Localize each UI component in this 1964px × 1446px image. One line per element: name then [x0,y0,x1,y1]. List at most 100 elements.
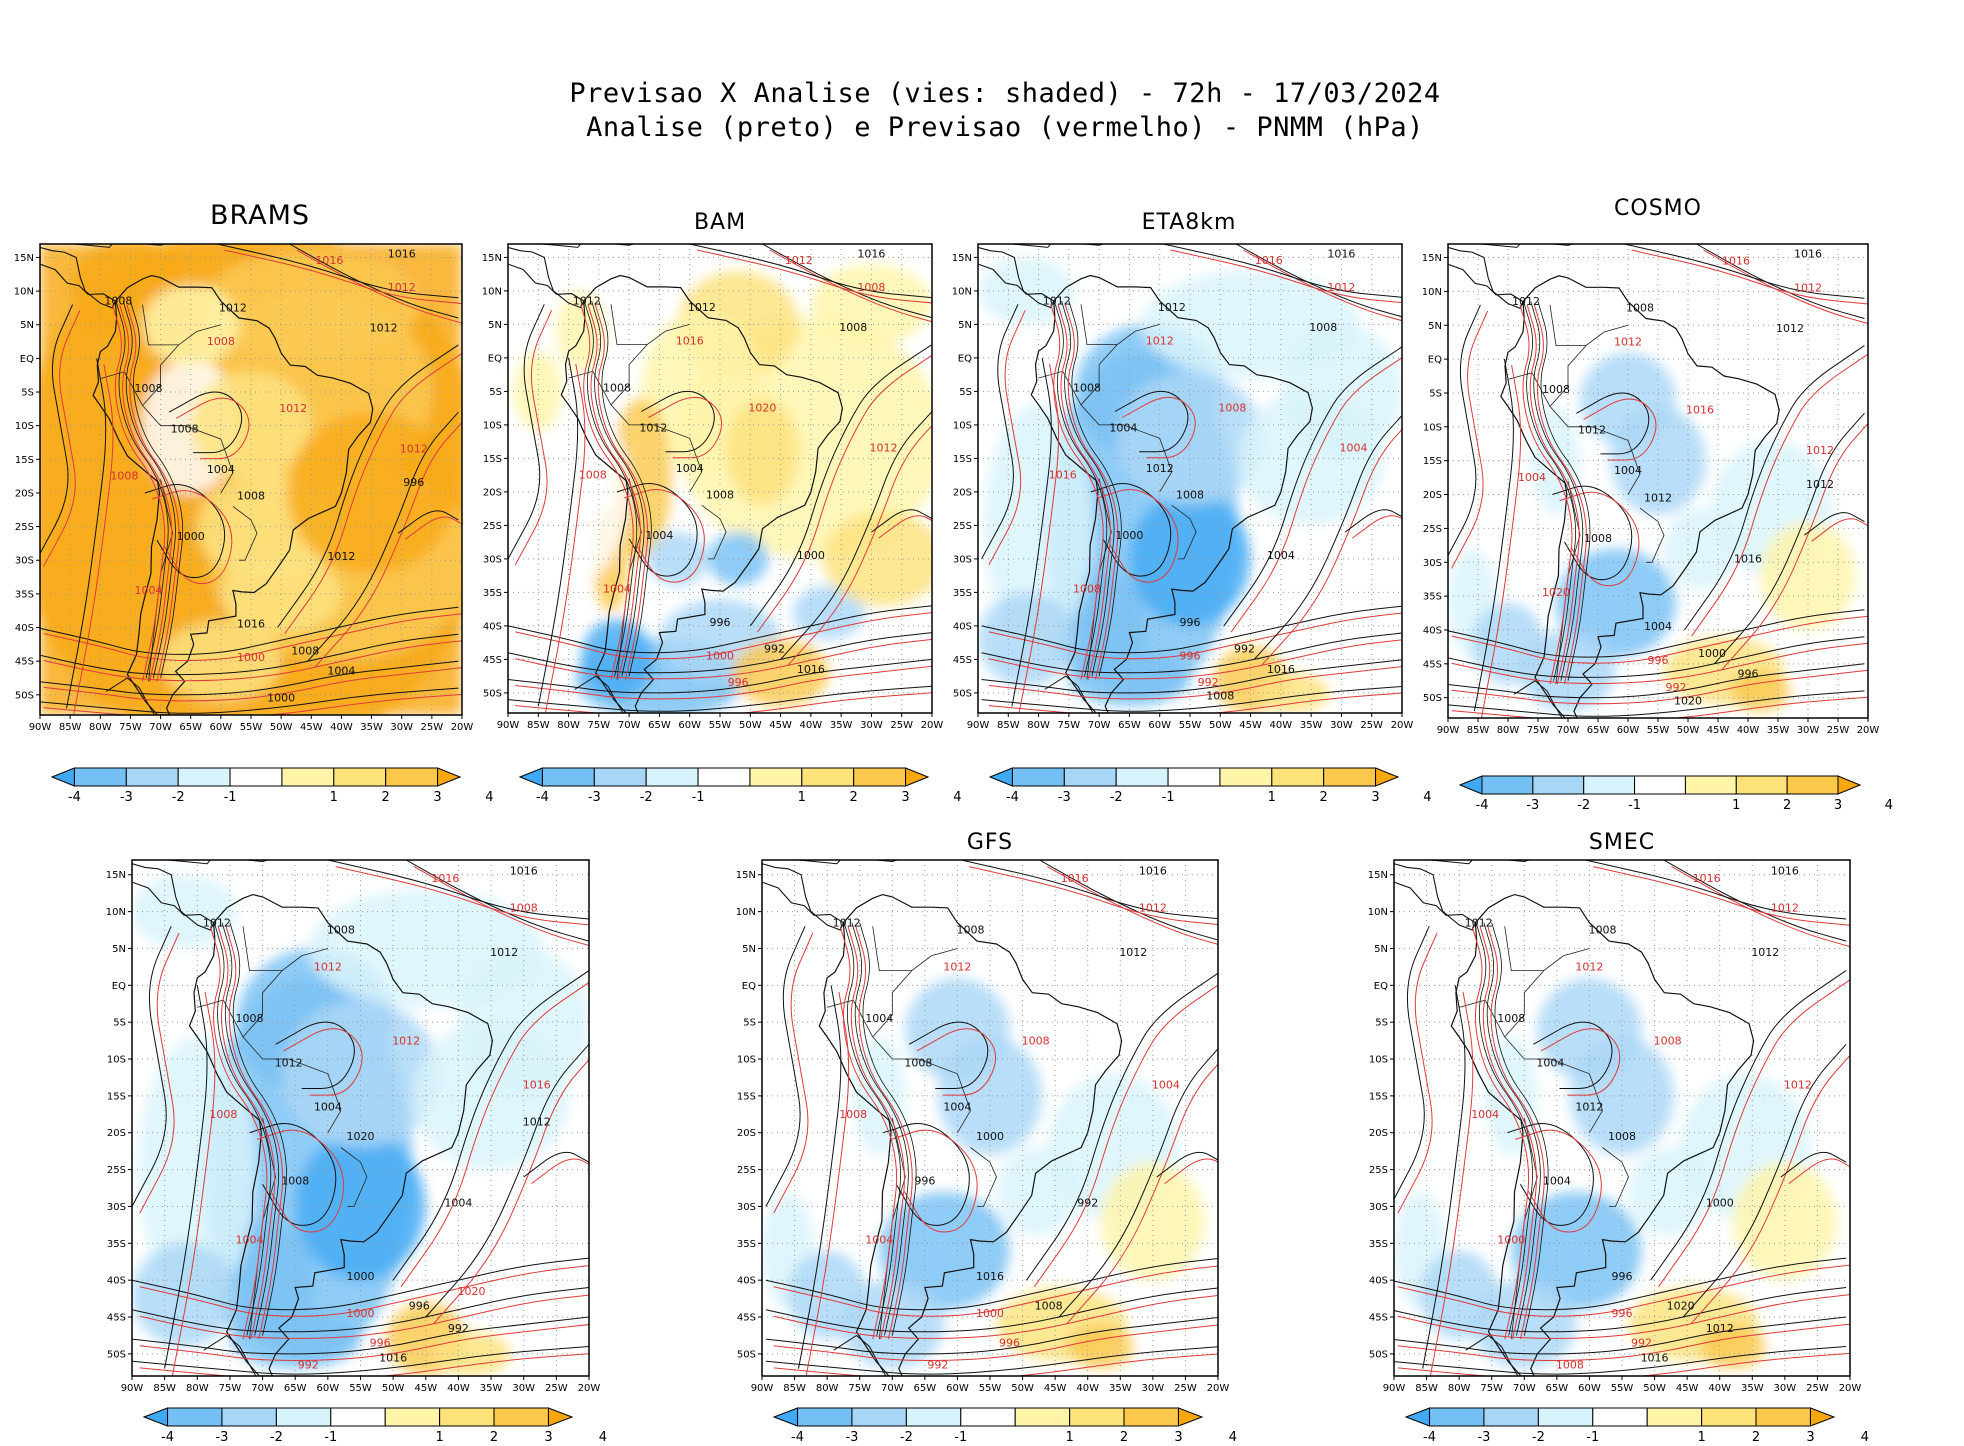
isobar-label-forecast: 996 [1648,654,1669,667]
colorbar-box [73,767,127,787]
isobar-label-forecast: 1008 [839,1108,867,1121]
isobar-label-forecast: 1008 [209,1108,237,1121]
lon-tick-label: 90W [121,1383,144,1394]
isobar-analysis [289,244,459,319]
isobar-forecast [545,363,586,713]
lat-tick-label: EQ [742,981,756,992]
lat-tick-label: 35S [107,1239,126,1250]
isobar-forecast [1471,926,1530,1340]
country-border [1080,344,1118,406]
isobar-forecast [1397,1352,1850,1376]
isobar-label-analysis: 996 [710,616,731,629]
isobar-label-forecast: 1012 [400,443,428,456]
isobar-label-forecast: 1008 [1654,1034,1682,1047]
colorbar-label: 1 [1732,798,1740,813]
isobar-label-analysis: 1012 [1706,1322,1734,1335]
lon-tick-label: 70W [1088,720,1111,731]
isobar-forecast [1397,1294,1850,1339]
lat-tick-label: 15S [107,1091,126,1102]
colorbar-label: -1 [1586,1430,1599,1445]
isobar-label-analysis: 1016 [388,247,416,260]
lat-tick-label: 50S [1369,1349,1388,1360]
isobar-analysis [132,926,172,1207]
isobar-forecast [1533,304,1587,685]
isobar-forecast [696,249,932,304]
isobar-analysis [1624,244,1865,299]
colorbar-box [1063,767,1117,787]
isobar-forecast [217,926,276,1340]
isobar-label-forecast: 1020 [748,402,776,415]
colorbar-box [330,1407,386,1427]
country-border [242,926,329,971]
isobar-analysis [1523,301,1576,681]
lat-tick-label: 10S [15,421,34,432]
colorbar-box [167,1407,223,1427]
lon-tick-label: 65W [1546,1383,1569,1394]
lat-tick-label: 15S [737,1091,756,1102]
colorbar-box [749,767,803,787]
lon-tick-label: 45W [1707,725,1730,736]
isobar-forecast [1261,428,1402,666]
lat-tick-label: 30S [1423,558,1442,569]
isobar-analysis [749,344,932,627]
colorbar-label: 3 [1371,790,1379,805]
coastline-central-america [508,246,585,309]
isobar-forecast [594,304,649,680]
lat-tick-label: 20S [953,487,972,498]
isobar-label-analysis: 1016 [857,247,885,260]
isobar-analysis [1163,244,1402,298]
isobar-forecast [1690,1054,1850,1325]
colorbar-label: 1 [1697,1430,1705,1445]
lat-tick-label: 35S [953,588,972,599]
coastline-south-america [1500,275,1780,718]
isobar-analysis [130,301,184,679]
isobar-forecast [335,866,589,926]
colorbar-label: -4 [68,790,81,805]
lat-tick-label: 5N [958,320,972,331]
isobar-analysis [1090,483,1172,577]
isobar-forecast [43,640,462,682]
lon-tick-label: 30W [1797,725,1820,736]
isobar-label-analysis: 1012 [203,916,231,929]
country-border [872,1036,971,1133]
colorbar-box [1755,1407,1811,1427]
isobar-analysis [40,633,459,676]
isobar-label-analysis: 1016 [1734,552,1762,565]
lon-tick-label: 30W [1774,1383,1797,1394]
isobar-label-analysis: 992 [1077,1196,1098,1209]
lat-tick-label: 10S [737,1055,756,1066]
isobar-label-analysis: 1012 [1806,478,1834,491]
isobar-forecast [988,310,1026,566]
country-border [610,344,648,406]
isobar-label-analysis: 1008 [706,489,734,502]
isobar-analysis [1475,922,1533,1336]
island-outline [584,235,592,239]
lon-tick-label: 90W [1437,725,1460,736]
colorbar-arrow-left [50,767,75,787]
country-border [340,1147,368,1207]
colorbar-label: 3 [433,790,441,805]
lat-tick-label: 20S [737,1128,756,1139]
lon-tick-label: 40W [1270,720,1293,731]
lat-tick-label: 30S [107,1202,126,1213]
country-border [872,970,913,1038]
isobar-forecast [139,1324,589,1362]
isobar-label-analysis: 996 [1738,667,1759,680]
colorbar-box [1646,1407,1703,1427]
isobar-analysis [221,922,280,1336]
lon-tick-label: 80W [557,720,580,731]
isobar-analysis [229,922,287,1336]
lon-tick-label: 60W [317,1383,340,1394]
isobar-label-forecast: 996 [1612,1307,1633,1320]
patagonia-coast-detail [1044,675,1100,713]
isobar-forecast [175,397,250,460]
isobar-label-forecast: 1004 [1340,442,1368,455]
isobar-label-forecast: 1004 [1152,1079,1180,1092]
isobar-label-analysis: 1008 [904,1056,932,1069]
lon-tick-label: 20W [1391,720,1414,731]
graticule [132,860,589,1376]
lat-tick-label: 30S [737,1202,756,1213]
colorbar-box [853,767,907,787]
map-panel-bam: 1016 1012 1012 1008 1008 1012 1004 1008 1004 1000… [482,243,943,731]
colorbar-label: -3 [215,1430,228,1445]
